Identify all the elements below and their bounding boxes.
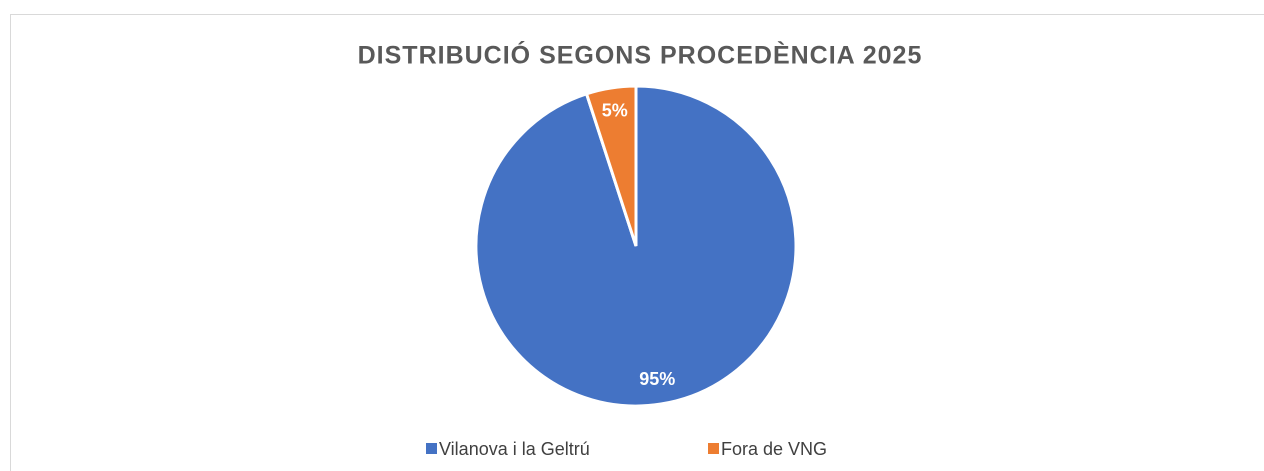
chart-title: DISTRIBUCIÓ SEGONS PROCEDÈNCIA 2025 — [358, 40, 923, 70]
legend-swatch — [426, 443, 437, 454]
data-label: 95% — [639, 369, 675, 389]
data-label: 5% — [602, 100, 628, 120]
legend-label: Vilanova i la Geltrú — [439, 439, 590, 459]
pie-slice — [584, 84, 638, 247]
legend-swatch — [708, 443, 719, 454]
legend-label: Fora de VNG — [721, 439, 827, 459]
